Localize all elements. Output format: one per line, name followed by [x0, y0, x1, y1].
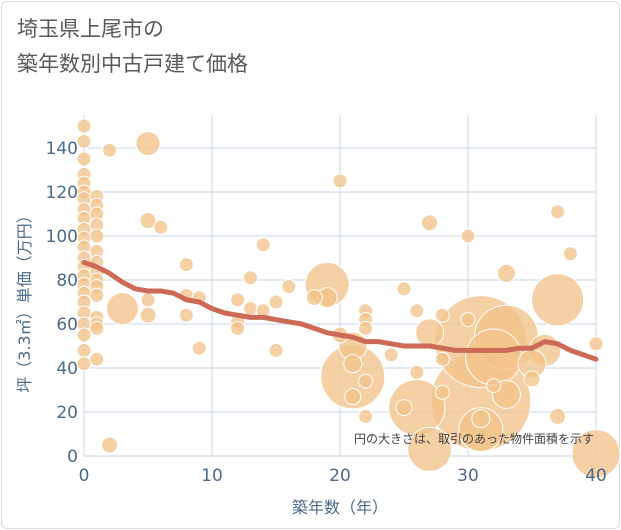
- bubble: [358, 408, 374, 424]
- bubble: [89, 351, 105, 367]
- bubble: [496, 263, 516, 283]
- bubble: [153, 219, 169, 235]
- bubble: [101, 436, 119, 454]
- bubble: [268, 342, 284, 358]
- y-tick-label: 40: [56, 359, 78, 379]
- bubble: [89, 320, 105, 336]
- bubble: [332, 173, 348, 189]
- bubble: [191, 340, 207, 356]
- x-tick-label: 10: [201, 466, 223, 486]
- y-tick-label: 0: [67, 447, 78, 467]
- bubble: [523, 370, 541, 388]
- bubble: [434, 307, 450, 323]
- chart-title-line2: 築年数別中古戸建て価格: [17, 52, 248, 76]
- y-axis-title: 坪（3.3㎡）単価（万円）: [15, 207, 34, 392]
- bubble: [471, 409, 491, 429]
- bubble: [588, 336, 604, 352]
- bubble: [460, 228, 476, 244]
- bubble: [281, 279, 297, 295]
- bubble: [268, 294, 284, 310]
- bubble: [76, 356, 92, 372]
- x-axis-title: 築年数（年）: [292, 498, 388, 517]
- y-tick-label: 140: [46, 139, 78, 159]
- bubble: [458, 407, 504, 453]
- bubble: [407, 426, 453, 472]
- y-tick-label: 80: [56, 271, 78, 291]
- bubble: [76, 151, 92, 167]
- y-tick-label: 20: [56, 403, 78, 423]
- bubble: [460, 312, 476, 328]
- bubble: [550, 204, 566, 220]
- bubble: [409, 303, 425, 319]
- bubble: [89, 287, 105, 303]
- tick-labels: 0 10 20 30 40 0 20 40 60 80 100 120 140: [46, 139, 607, 486]
- bubble: [242, 301, 258, 317]
- chart-title-line1: 埼玉県上尾市の: [17, 17, 164, 41]
- bubble: [409, 364, 425, 380]
- size-note: 円の大きさは、取引のあった物件面積を示す: [354, 431, 594, 446]
- bubble: [415, 318, 445, 348]
- bubble: [571, 429, 621, 479]
- bubble: [343, 354, 363, 374]
- x-tick-label: 30: [457, 466, 479, 486]
- bubble: [102, 142, 118, 158]
- bubble: [76, 133, 92, 149]
- bubble: [255, 237, 271, 253]
- bubble: [358, 373, 374, 389]
- bubble: [358, 320, 374, 336]
- x-tick-label: 20: [329, 466, 351, 486]
- bubble: [383, 347, 399, 363]
- bubble: [105, 292, 139, 326]
- trend-line: [81, 259, 599, 362]
- bubble: [434, 351, 450, 367]
- bubble: [76, 118, 92, 134]
- bubble: [396, 281, 412, 297]
- bubble: [531, 273, 585, 327]
- bubble: [178, 307, 194, 323]
- bubble: [230, 320, 246, 336]
- bubble: [344, 388, 362, 406]
- bubble: [140, 292, 156, 308]
- bubble: [230, 292, 246, 308]
- bubble: [139, 306, 157, 324]
- bubble: [139, 212, 157, 230]
- bubble: [242, 270, 258, 286]
- bubble: [421, 214, 439, 232]
- bubbles: [76, 118, 621, 479]
- bubble: [562, 246, 578, 262]
- bubble: [434, 384, 450, 400]
- bubble: [486, 378, 502, 394]
- x-tick-label: 40: [585, 466, 607, 486]
- bubble: [76, 342, 92, 358]
- y-tick-label: 120: [46, 183, 78, 203]
- bubble: [76, 327, 92, 343]
- bubble: [305, 289, 323, 307]
- bubble: [465, 328, 523, 386]
- chart-title: 埼玉県上尾市の 築年数別中古戸建て価格: [17, 12, 248, 82]
- bubble: [178, 257, 194, 273]
- y-tick-label: 60: [56, 315, 78, 335]
- x-tick-label: 0: [79, 466, 90, 486]
- bubble: [135, 131, 161, 157]
- y-tick-label: 100: [46, 227, 78, 247]
- bubble: [549, 407, 567, 425]
- bubble: [395, 399, 413, 417]
- bubble: [89, 228, 105, 244]
